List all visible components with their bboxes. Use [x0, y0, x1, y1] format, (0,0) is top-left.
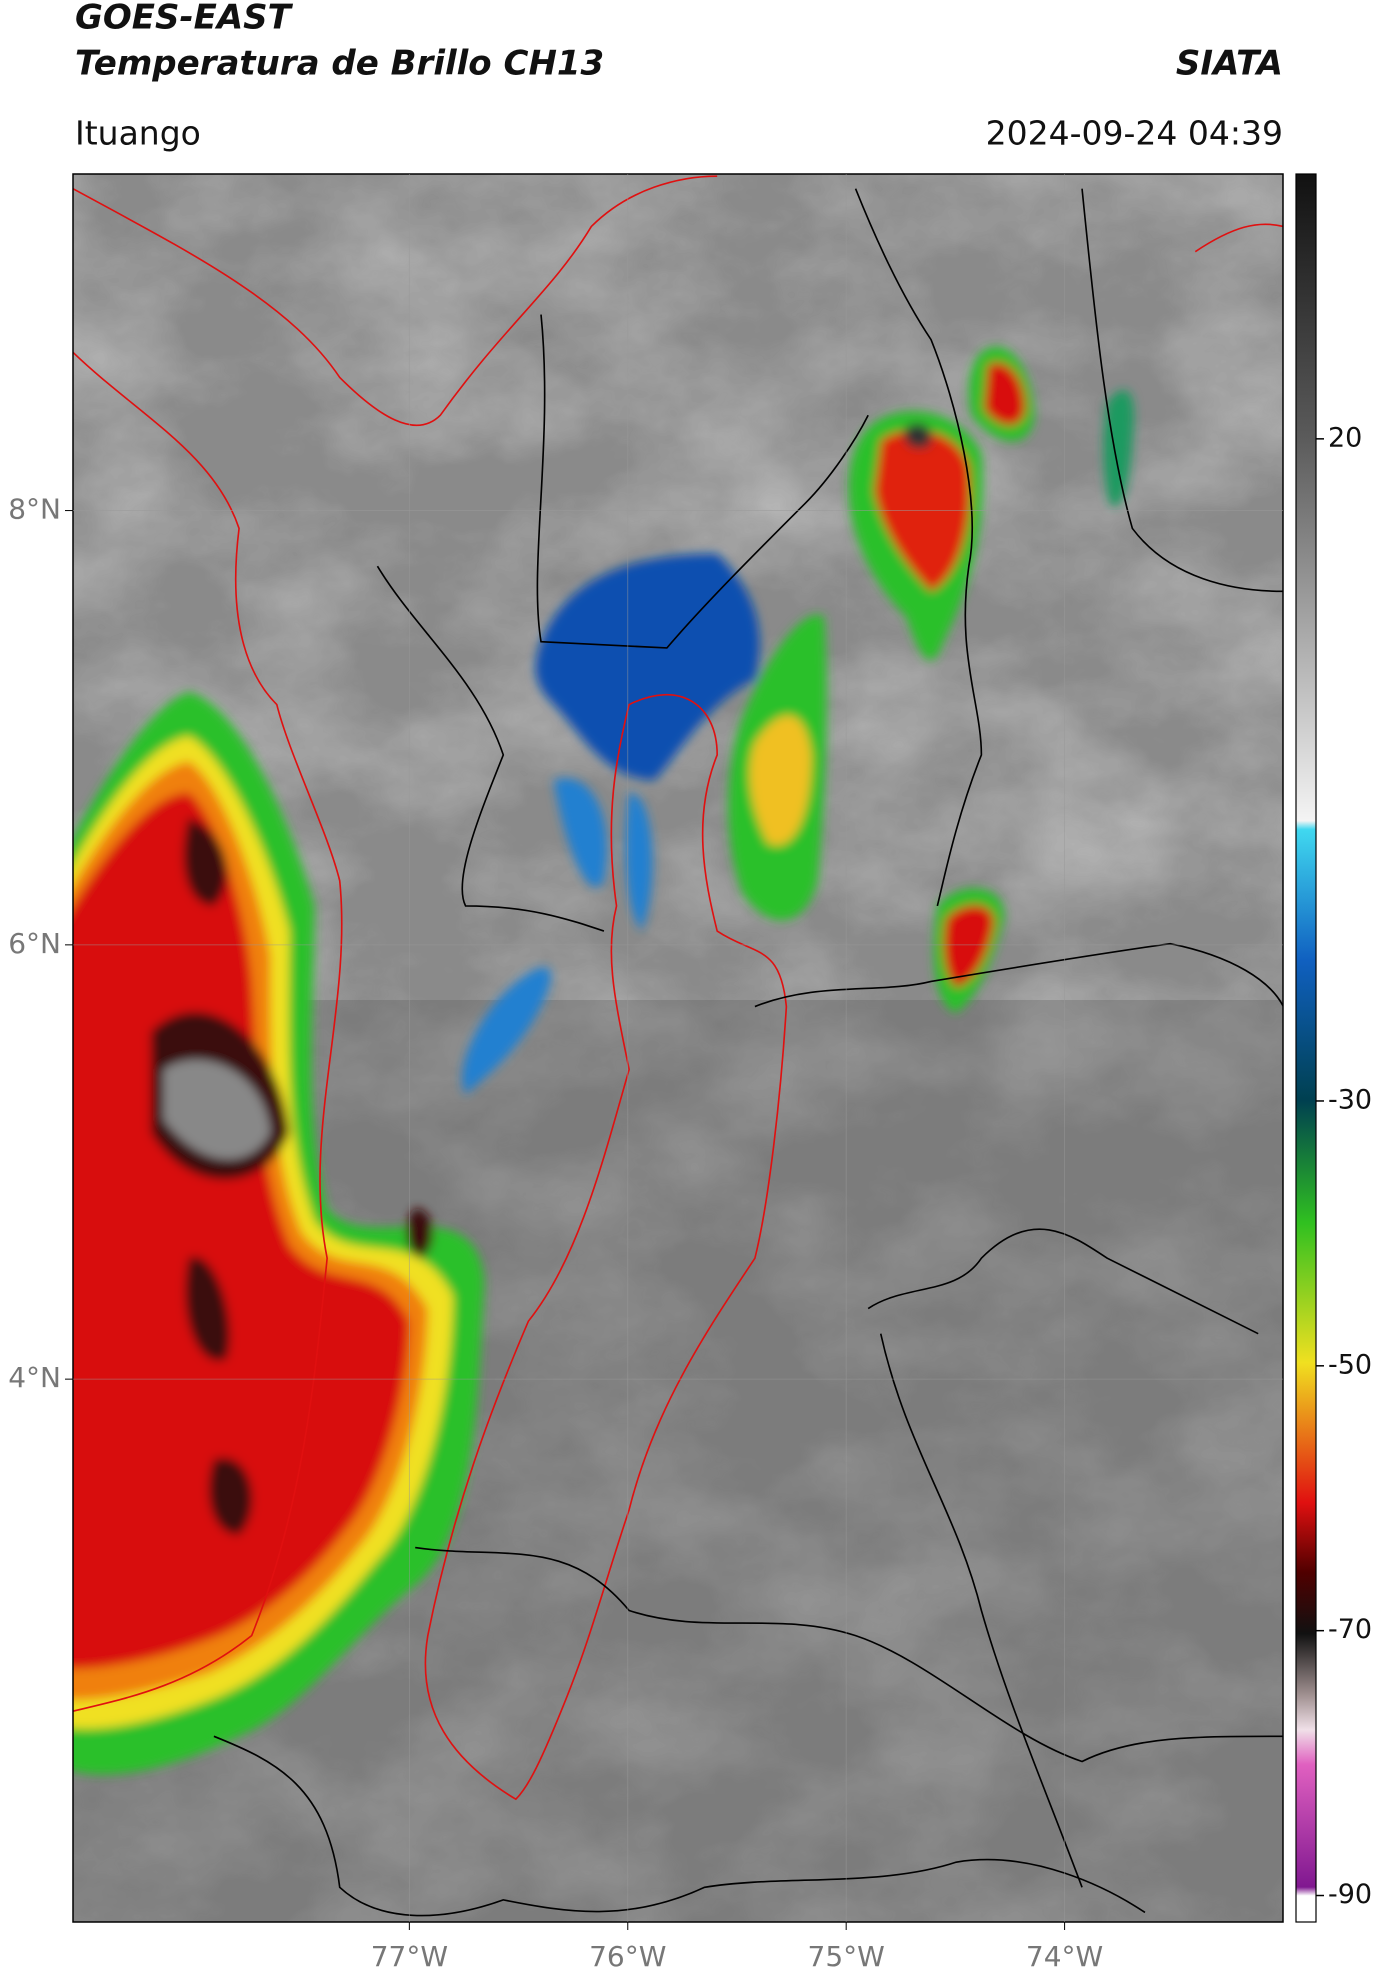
- x-tick-label: 74°W: [1026, 1940, 1103, 1973]
- y-tick-label: 8°N: [8, 493, 61, 526]
- colorbar-tick-label: -70: [1328, 1614, 1372, 1645]
- y-tick-label: 4°N: [8, 1361, 61, 1394]
- y-tick-label: 6°N: [8, 927, 61, 960]
- colorbar-tick-label: 20: [1328, 422, 1362, 453]
- datetime: 2024-09-24 04:39: [986, 114, 1283, 153]
- map-frame: [72, 173, 1284, 1923]
- region: Ituango: [75, 114, 201, 153]
- x-tick-label: 75°W: [808, 1940, 885, 1973]
- colorbar-tick-label: -30: [1328, 1084, 1372, 1115]
- x-tick-label: 76°W: [589, 1940, 666, 1973]
- colorbar: [1295, 173, 1317, 1923]
- subtitle: Temperatura de Brillo CH13: [75, 44, 604, 84]
- map-image: [73, 174, 1283, 1922]
- title: GOES-EAST: [75, 0, 294, 38]
- agency: SIATA: [1176, 44, 1283, 84]
- colorbar-tick-label: -50: [1328, 1349, 1372, 1380]
- x-tick-label: 77°W: [371, 1940, 448, 1973]
- colorbar-tick-label: -90: [1328, 1879, 1372, 1910]
